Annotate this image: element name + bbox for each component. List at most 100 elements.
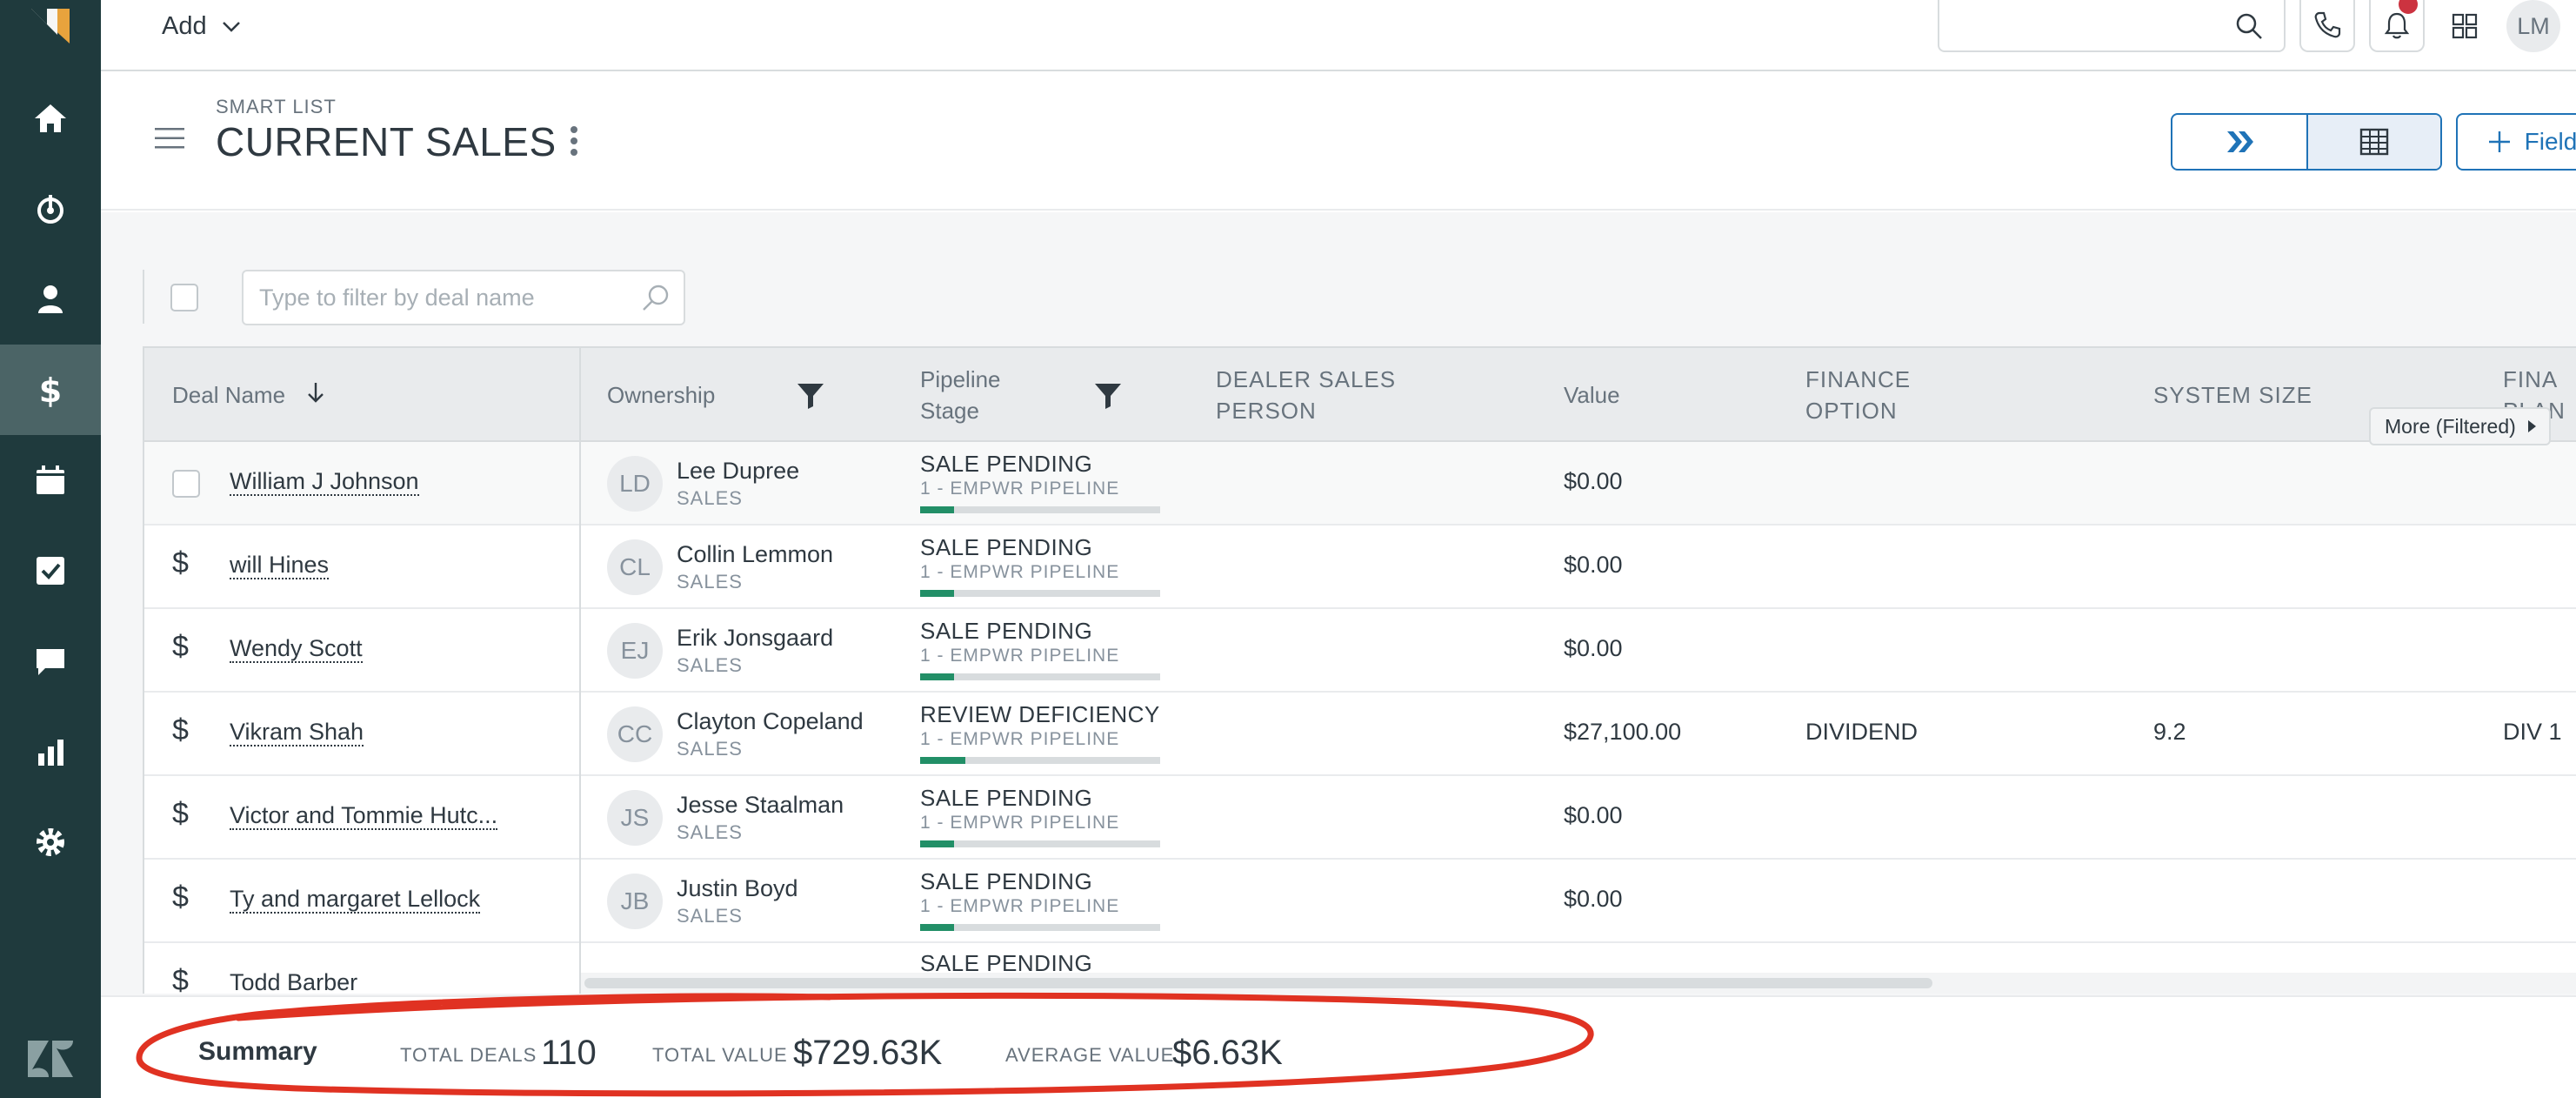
- total-deals-value: 110: [541, 1034, 597, 1072]
- finance-header-line1: FINANCE: [1805, 366, 1912, 392]
- stage-progress-bar: [920, 924, 1160, 931]
- nav-home[interactable]: [0, 73, 101, 164]
- stage-progress-fill: [920, 590, 954, 597]
- select-all-checkbox[interactable]: [170, 284, 198, 311]
- filter-funnel-icon[interactable]: [795, 379, 826, 411]
- owner-role: SALES: [677, 738, 743, 760]
- bell-icon: [2384, 12, 2410, 39]
- more-filtered-label: More (Filtered): [2385, 414, 2516, 438]
- view-toggle: [2171, 113, 2442, 171]
- kebab-icon[interactable]: [569, 125, 579, 157]
- nav-reports[interactable]: [0, 706, 101, 797]
- deal-name-link[interactable]: Vikram Shah: [230, 719, 364, 747]
- scrollbar-thumb[interactable]: [584, 978, 1932, 988]
- fina-header-line1: FINA: [2503, 366, 2559, 392]
- deals-icon: $: [39, 372, 62, 409]
- search-icon: [643, 285, 669, 311]
- phone-button[interactable]: [2299, 0, 2355, 52]
- zendesk-icon[interactable]: [24, 1037, 77, 1081]
- column-header-ownership[interactable]: Ownership: [607, 382, 716, 408]
- deal-name-filter-input[interactable]: [242, 270, 685, 325]
- column-header-finance-option[interactable]: FINANCE OPTION: [1805, 364, 1911, 426]
- owner-name: Lee Dupree: [677, 458, 800, 484]
- stage-progress-bar: [920, 590, 1160, 597]
- user-avatar[interactable]: LM: [2506, 0, 2560, 52]
- table-row[interactable]: William J Johnson LD Lee Dupree SALES SA…: [144, 442, 2576, 526]
- row-checkbox[interactable]: [172, 470, 200, 498]
- owner-avatar: JB: [607, 874, 663, 929]
- deal-name-link[interactable]: Wendy Scott: [230, 635, 363, 663]
- deal-name-link[interactable]: will Hines: [230, 552, 330, 579]
- messages-icon: [37, 649, 64, 675]
- stage-name: REVIEW DEFICIENCY: [920, 701, 1160, 727]
- total-value-value: $729.63K: [793, 1034, 943, 1072]
- field-button-label: Field: [2524, 128, 2576, 155]
- pipeline-header-line2: Stage: [920, 398, 979, 424]
- stage-name: SALE PENDING: [920, 451, 1093, 477]
- average-value-label: AVERAGE VALUE: [1005, 1044, 1175, 1066]
- column-header-pipeline-stage[interactable]: Pipeline Stage: [920, 364, 1001, 426]
- owner-avatar: CC: [607, 706, 663, 762]
- hamburger-icon[interactable]: [155, 127, 184, 150]
- owner-role: SALES: [677, 905, 743, 927]
- plus-icon: [2488, 131, 2510, 152]
- owner-name: Justin Boyd: [677, 875, 798, 901]
- caret-right-icon: [2527, 420, 2536, 432]
- nav-leads[interactable]: [0, 164, 101, 254]
- pipeline-name: 1 - EMPWR PIPELINE: [920, 562, 1120, 582]
- deal-dollar-icon: $: [172, 713, 189, 747]
- table-row[interactable]: $ Wendy Scott EJ Erik Jonsgaard SALES SA…: [144, 609, 2576, 693]
- logo-icon[interactable]: [26, 5, 75, 47]
- stage-progress-fill: [920, 673, 954, 680]
- table-row[interactable]: $ Victor and Tommie Hutc... JS Jesse Sta…: [144, 776, 2576, 860]
- deal-value: $0.00: [1564, 802, 1623, 828]
- filterbar-divider: [143, 270, 144, 324]
- deal-name-link[interactable]: Todd Barber: [230, 969, 358, 994]
- deal-name-link[interactable]: Victor and Tommie Hutc...: [230, 802, 498, 830]
- column-header-deal-name[interactable]: Deal Name: [172, 379, 285, 411]
- settings-icon: [37, 828, 64, 856]
- reports-icon: [38, 740, 63, 766]
- deal-value: $27,100.00: [1564, 719, 1682, 745]
- nav-calendar[interactable]: [0, 435, 101, 526]
- total-deals-label: TOTAL DEALS: [400, 1044, 537, 1066]
- pipeline-name: 1 - EMPWR PIPELINE: [920, 729, 1120, 749]
- add-menu-button[interactable]: Add: [162, 7, 244, 45]
- horizontal-scrollbar[interactable]: [581, 973, 2576, 994]
- table-row[interactable]: $ Ty and margaret Lellock JB Justin Boyd…: [144, 860, 2576, 943]
- pipeline-name: 1 - EMPWR PIPELINE: [920, 646, 1120, 666]
- average-value-value: $6.63K: [1172, 1034, 1283, 1072]
- nav-settings[interactable]: [0, 797, 101, 887]
- owner-role: SALES: [677, 654, 743, 676]
- column-header-dealer-sales-person[interactable]: DEALER SALES PERSON: [1216, 364, 1396, 426]
- nav-deals[interactable]: $: [0, 345, 101, 435]
- global-search[interactable]: [1938, 0, 2286, 52]
- stage-progress-fill: [920, 924, 954, 931]
- notifications-button[interactable]: [2369, 0, 2425, 52]
- nav-contacts[interactable]: [0, 254, 101, 345]
- apps-button[interactable]: [2437, 0, 2493, 52]
- deal-dollar-icon: $: [172, 880, 189, 914]
- stage-progress-fill: [920, 757, 966, 764]
- owner-avatar: JS: [607, 790, 663, 846]
- pipeline-view-icon: [2227, 131, 2253, 152]
- table-view-button[interactable]: [2306, 115, 2440, 169]
- deal-dollar-icon: $: [172, 964, 189, 994]
- deal-name-link[interactable]: William J Johnson: [230, 468, 419, 496]
- pipeline-view-button[interactable]: [2172, 115, 2306, 169]
- table-row[interactable]: $ Vikram Shah CC Clayton Copeland SALES …: [144, 693, 2576, 776]
- add-field-button[interactable]: Field: [2456, 113, 2576, 171]
- filter-funnel-icon[interactable]: [1092, 379, 1124, 411]
- column-header-system-size[interactable]: SYSTEM SIZE: [2153, 382, 2312, 408]
- nav-messages[interactable]: [0, 616, 101, 706]
- nav-tasks[interactable]: [0, 526, 101, 616]
- deal-name-link[interactable]: Ty and margaret Lellock: [230, 886, 481, 914]
- table-row[interactable]: $ will Hines CL Collin Lemmon SALES SALE…: [144, 526, 2576, 609]
- pipeline-name: 1 - EMPWR PIPELINE: [920, 813, 1120, 833]
- deal-value: $0.00: [1564, 635, 1623, 661]
- stage-progress-bar: [920, 673, 1160, 680]
- more-filtered-button[interactable]: More (Filtered): [2369, 407, 2551, 445]
- sort-down-icon[interactable]: [303, 379, 329, 405]
- column-header-value[interactable]: Value: [1564, 382, 1620, 408]
- page-title: CURRENT SALES: [216, 119, 557, 164]
